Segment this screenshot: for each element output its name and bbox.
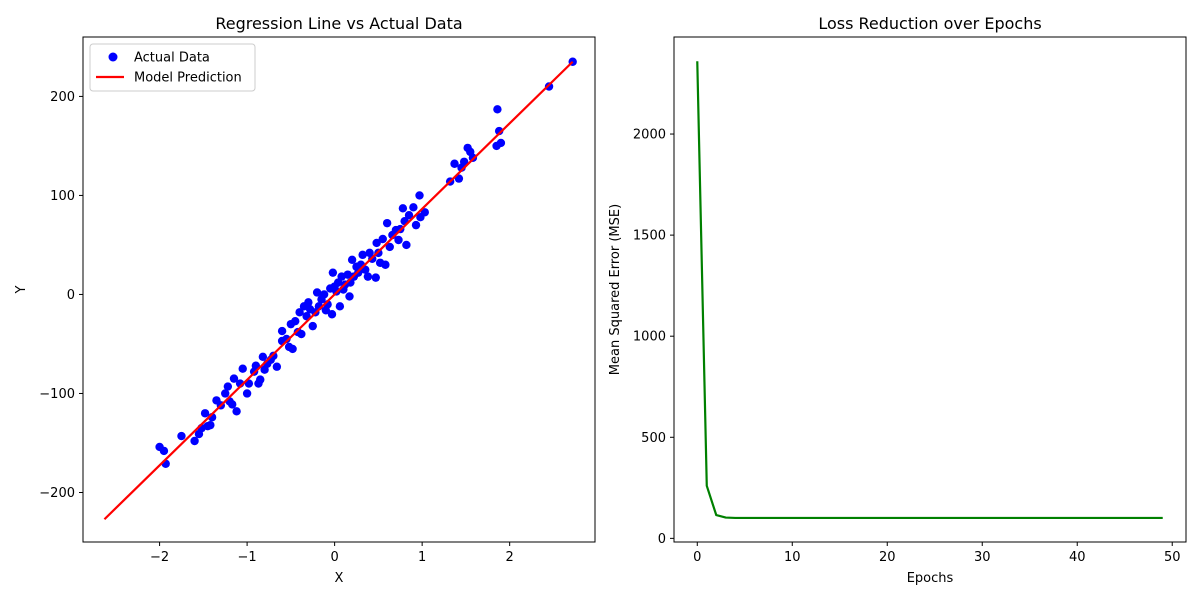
data-point (295, 308, 304, 317)
data-point (496, 138, 506, 148)
data-point (269, 351, 278, 361)
y-tick-label: 1000 (633, 330, 666, 345)
y-tick-label: 200 (50, 90, 75, 105)
data-point (347, 255, 357, 264)
data-point (394, 235, 403, 245)
data-point (177, 431, 186, 441)
data-point (308, 321, 317, 331)
x-tick-label: 0 (693, 550, 701, 565)
data-point (493, 105, 502, 114)
y-axis-label: Mean Squared Error (MSE) (608, 204, 623, 375)
x-tick-label: 20 (879, 550, 896, 565)
data-point (242, 389, 252, 398)
data-point (223, 382, 233, 391)
y-axis-label: Y (14, 285, 29, 294)
series-line (696, 61, 1163, 520)
x-tick-label: 10 (784, 550, 801, 565)
data-point (378, 234, 387, 244)
x-axis-label: Epochs (907, 571, 954, 586)
data-point (288, 344, 297, 354)
data-point (402, 240, 411, 250)
x-axis-label: X (335, 571, 344, 586)
data-point (404, 211, 414, 220)
data-point (272, 362, 282, 371)
data-point (409, 203, 418, 212)
data-point (363, 272, 373, 281)
legend-label: Model Prediction (134, 71, 242, 86)
legend-marker (108, 52, 118, 62)
data-point (277, 326, 287, 336)
y-tick-label: 0 (67, 288, 75, 303)
data-point (385, 242, 394, 252)
data-point (327, 310, 337, 319)
data-point (229, 374, 239, 383)
data-point (206, 420, 215, 430)
data-point (200, 409, 210, 418)
data-point (398, 204, 408, 213)
data-point (159, 446, 169, 456)
data-point (494, 126, 504, 136)
data-point (256, 375, 265, 384)
data-point (304, 298, 313, 307)
data-point (335, 302, 345, 311)
x-tick-label: 1 (418, 550, 426, 565)
data-point (238, 364, 247, 373)
chart-title: Loss Reduction over Epochs (818, 14, 1041, 33)
data-point (372, 238, 381, 248)
data-point (459, 157, 469, 166)
data-point (258, 352, 268, 362)
data-point (232, 407, 241, 416)
legend-label: Actual Data (134, 51, 210, 66)
x-tick-label: 40 (1069, 550, 1086, 565)
plot-frame (82, 36, 596, 543)
data-point (345, 292, 354, 301)
x-tick-label: 50 (1164, 550, 1181, 565)
y-tick-label: 1500 (633, 229, 666, 244)
data-point (544, 82, 554, 91)
data-point (221, 389, 230, 398)
data-point (282, 334, 291, 344)
y-tick-label: 2000 (633, 128, 666, 143)
data-point (411, 220, 421, 230)
series-line (103, 60, 574, 521)
data-point (381, 260, 390, 269)
data-point (228, 400, 237, 409)
legend: Actual Data Model Prediction (89, 43, 256, 92)
data-point (190, 436, 199, 446)
x-tick-label: 2 (506, 550, 514, 565)
y-tick-label: 100 (50, 189, 75, 204)
x-tick-label: −1 (238, 550, 257, 565)
regression-chart: −2 −1 0 1 2 −200 −100 0 100 200 Regression Line vs… (14, 14, 596, 586)
data-point (319, 290, 329, 299)
x-tick-label: 0 (330, 550, 338, 565)
x-tick-label: −2 (150, 550, 169, 565)
data-point (420, 208, 429, 217)
y-tick-label: −100 (39, 387, 75, 402)
y-tick-label: 0 (658, 532, 666, 547)
data-point (291, 316, 300, 326)
y-tick-label: 500 (641, 431, 666, 446)
data-point (358, 250, 367, 260)
data-point (312, 288, 322, 297)
data-point (450, 159, 459, 168)
data-point (371, 273, 380, 282)
data-point (328, 268, 338, 277)
y-tick-label: −200 (39, 486, 75, 501)
data-point (382, 218, 392, 228)
x-tick-label: 30 (974, 550, 991, 565)
data-point (415, 191, 424, 200)
data-point (297, 329, 306, 339)
legend-box (89, 43, 256, 92)
plot-frame (673, 36, 1187, 543)
chart-title: Regression Line vs Actual Data (215, 14, 462, 33)
